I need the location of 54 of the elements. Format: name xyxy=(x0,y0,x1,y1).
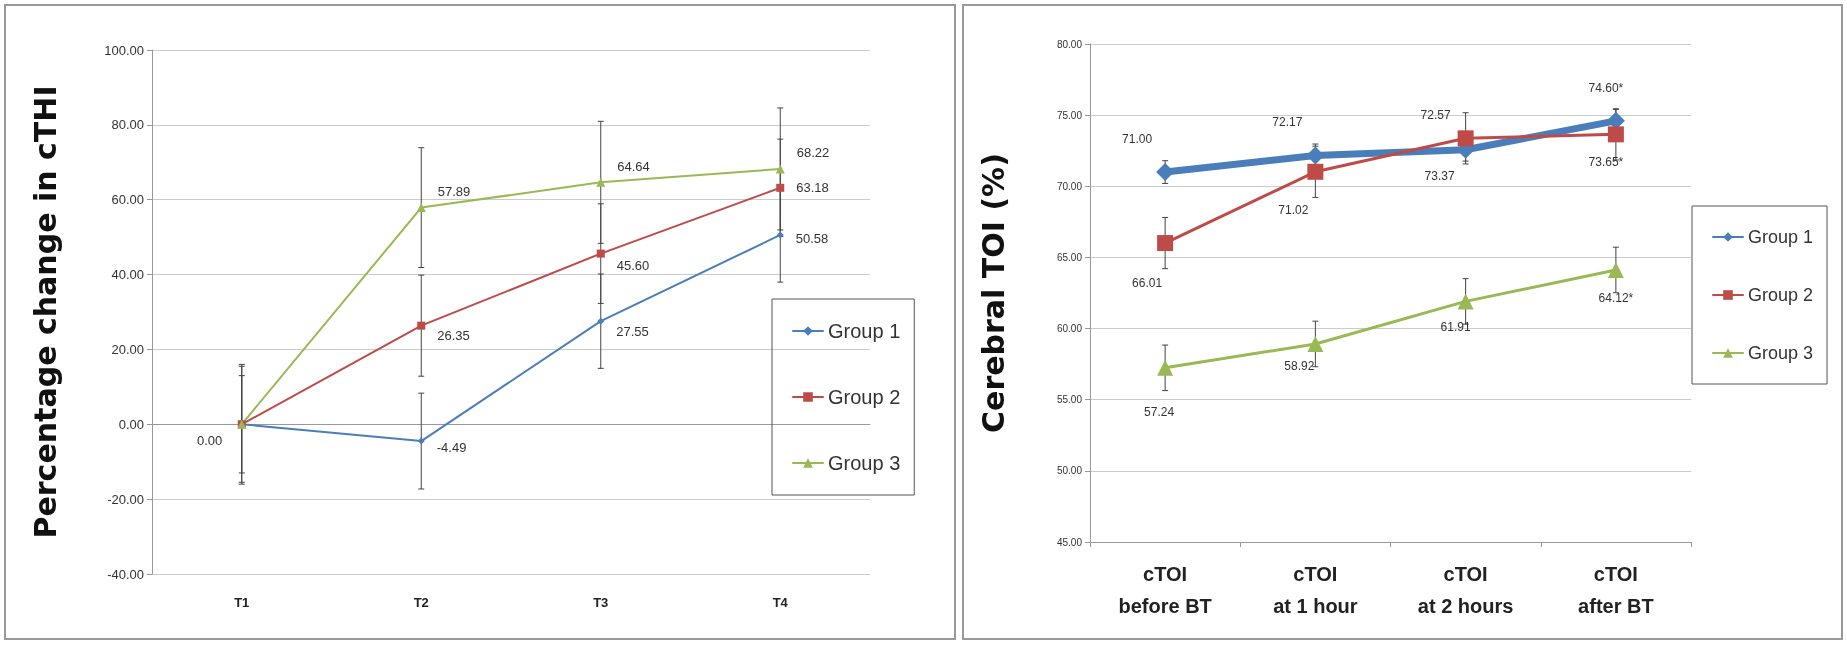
data-label: 72.17 xyxy=(1272,115,1303,130)
data-label: 63.18 xyxy=(796,180,829,196)
legend-label: Group 2 xyxy=(1748,285,1814,305)
x-tick-label: cTOI after BT xyxy=(1578,563,1654,617)
data-label: 50.58 xyxy=(795,231,829,247)
y-axis-title: Percentage change in cTHI xyxy=(27,85,63,539)
y-tick-label: 60.00 xyxy=(111,192,144,208)
data-label: 57.24 xyxy=(1144,404,1175,419)
y-tick-label: 60.00 xyxy=(1056,323,1083,335)
data-label: 71.02 xyxy=(1278,202,1309,217)
y-tick-label: 80.00 xyxy=(111,117,144,133)
data-label: 61.91 xyxy=(1440,320,1471,335)
x-tick-label: cTOI at 1 hour xyxy=(1273,563,1358,617)
y-tick-label: 20.00 xyxy=(111,341,144,357)
data-label: -4.49 xyxy=(436,439,467,455)
data-label: 73.65* xyxy=(1588,155,1624,170)
y-tick-label: -20.00 xyxy=(107,491,144,507)
legend-label: Group 1 xyxy=(1748,227,1814,247)
y-tick-label: 55.00 xyxy=(1056,394,1083,406)
x-tick-label: cTOI before BT xyxy=(1118,563,1212,617)
legend-label: Group 2 xyxy=(828,386,901,408)
y-tick-label: 80.00 xyxy=(1056,38,1083,50)
data-label: 64.64 xyxy=(617,158,650,174)
data-label: 57.89 xyxy=(437,184,471,200)
x-tick-label: T3 xyxy=(593,595,609,610)
y-tick-label: 75.00 xyxy=(1056,109,1083,121)
y-tick-label: 45.00 xyxy=(1056,536,1083,548)
y-tick-label: 70.00 xyxy=(1056,180,1083,192)
data-label: 64.12* xyxy=(1598,290,1634,305)
data-label: 0.00 xyxy=(196,432,223,448)
y-tick-label: -40.00 xyxy=(107,566,144,582)
y-axis-title: Cerebral TOI (%) xyxy=(975,153,1011,433)
data-label: 74.60* xyxy=(1588,80,1624,95)
x-tick-label: T2 xyxy=(413,595,429,610)
data-label: 73.37 xyxy=(1424,169,1455,184)
data-label: 27.55 xyxy=(616,323,649,339)
y-tick-label: 100.00 xyxy=(104,42,144,58)
data-label: 58.92 xyxy=(1284,358,1315,373)
y-tick-label: 0.00 xyxy=(118,416,144,432)
legend-label: Group 1 xyxy=(828,320,901,342)
x-tick-label: T1 xyxy=(234,595,250,610)
data-label: 45.60 xyxy=(616,258,650,274)
x-tick-label: cTOI at 2 hours xyxy=(1417,563,1514,617)
data-label: 71.00 xyxy=(1122,132,1153,147)
y-tick-label: 40.00 xyxy=(111,267,144,283)
legend-label: Group 3 xyxy=(1748,343,1814,363)
data-label: 26.35 xyxy=(437,328,470,344)
legend-label: Group 3 xyxy=(828,452,901,474)
x-tick-label: T4 xyxy=(772,595,789,610)
y-tick-label: 50.00 xyxy=(1056,465,1083,477)
y-tick-label: 65.00 xyxy=(1056,251,1083,263)
data-label: 68.22 xyxy=(796,145,830,161)
data-label: 72.57 xyxy=(1420,107,1451,122)
data-label: 66.01 xyxy=(1132,276,1163,291)
